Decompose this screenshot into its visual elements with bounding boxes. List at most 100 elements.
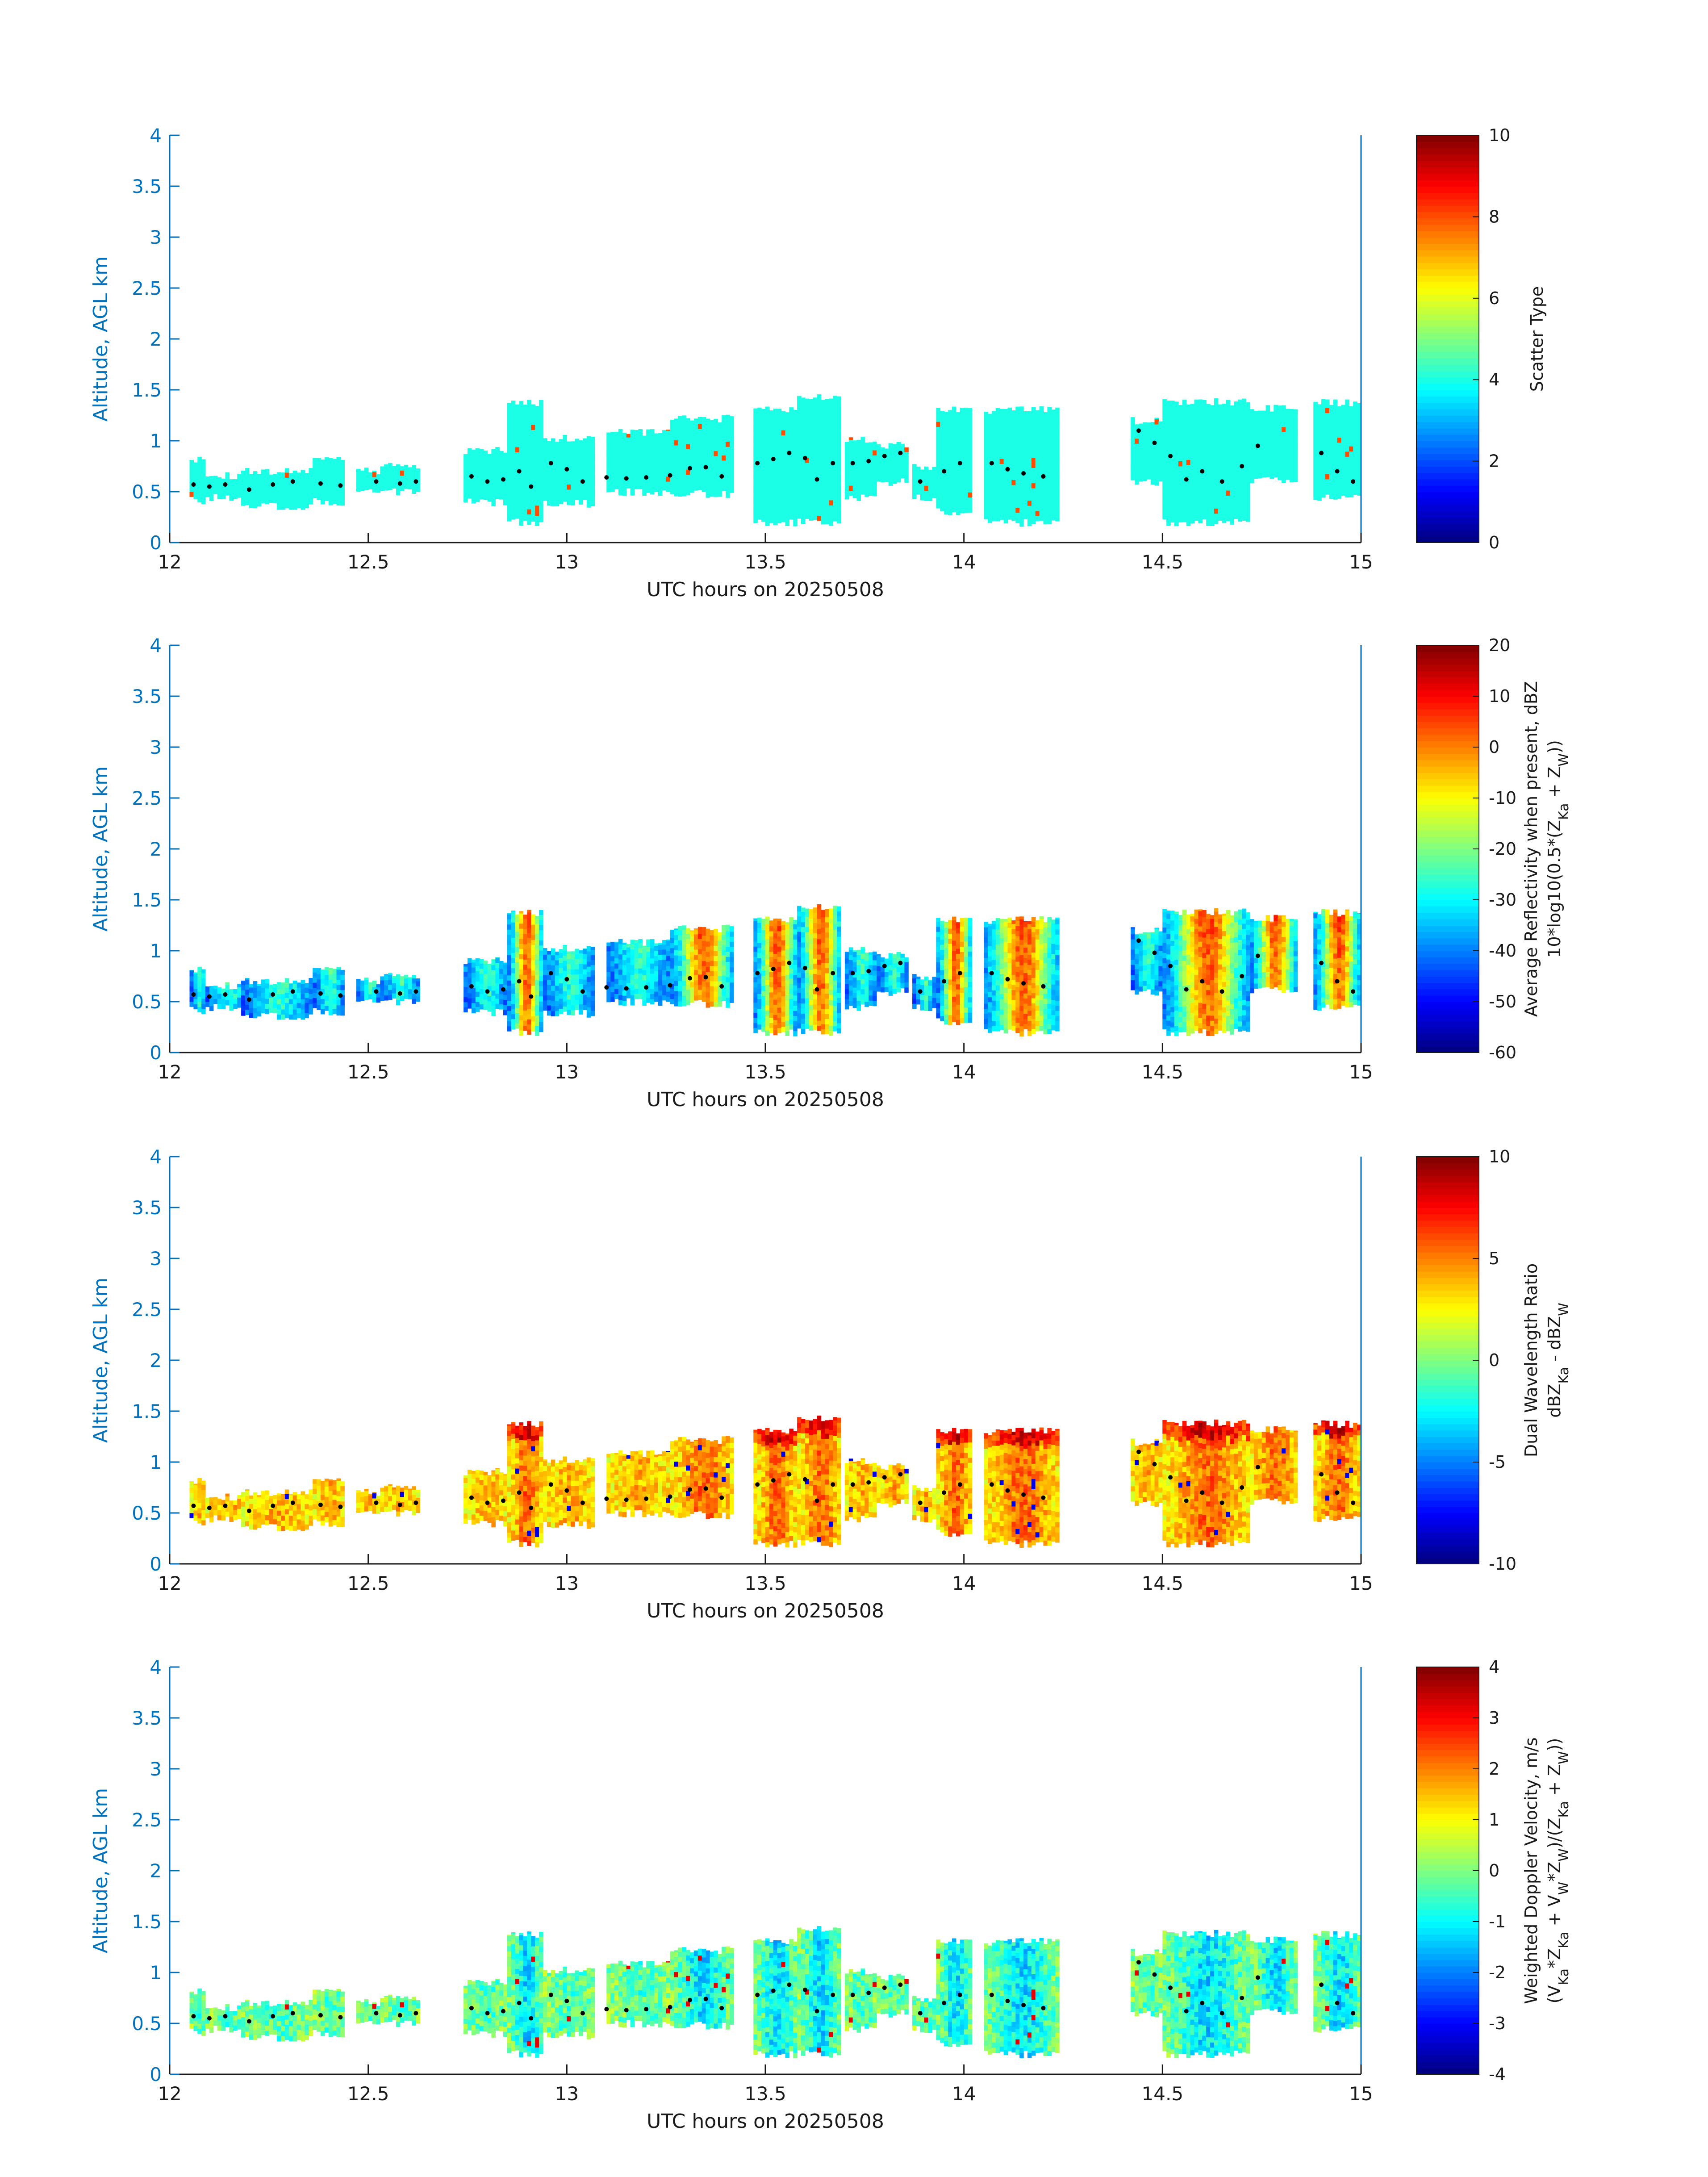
heatmap-cell (1182, 409, 1187, 415)
heatmap-cell (666, 471, 671, 477)
heatmap-cell (789, 478, 793, 484)
heatmap-cell (527, 402, 531, 408)
heatmap-cell (523, 414, 527, 419)
heatmap-cell (821, 443, 825, 448)
heatmap-cell (630, 460, 635, 465)
heatmap-cell (757, 484, 762, 489)
heatmap-cell (924, 466, 929, 471)
heatmap-cell (511, 468, 516, 474)
heatmap-cell (1182, 415, 1187, 420)
heatmap-cell (650, 438, 655, 443)
heatmap-cell (833, 414, 837, 420)
heatmap-cell (674, 986, 678, 991)
cloud-base-dot (1021, 471, 1026, 476)
heatmap-cell (539, 1006, 543, 1012)
heatmap-cell (523, 505, 527, 511)
heatmap-cell (777, 497, 782, 503)
heatmap-cell (1055, 444, 1060, 450)
heatmap-cell (1190, 518, 1195, 524)
heatmap-cell (1019, 419, 1024, 425)
heatmap-cell (1329, 407, 1334, 413)
heatmap-cell (523, 409, 527, 414)
heatmap-cell (999, 499, 1004, 505)
cloud-base-dot (866, 459, 871, 464)
heatmap-cell (837, 447, 841, 452)
heatmap-cell (1222, 405, 1227, 411)
heatmap-cell (1357, 449, 1361, 455)
heatmap-cell (535, 928, 539, 934)
heatmap-cell (527, 448, 531, 454)
heatmap-cell (535, 500, 539, 506)
heatmap-cell (1047, 437, 1052, 443)
heatmap-cell (991, 480, 996, 486)
heatmap-cell (1353, 443, 1357, 449)
heatmap-cell (1230, 499, 1234, 505)
heatmap-cell (801, 508, 806, 514)
heatmap-cell (1047, 473, 1052, 479)
heatmap-cell (781, 516, 786, 522)
heatmap-cell (666, 440, 671, 446)
heatmap-cell (197, 966, 202, 972)
heatmap-cell (336, 994, 341, 1000)
heatmap-cell (1202, 432, 1207, 438)
colorbar-tick-label: 10 (1489, 125, 1510, 145)
heatmap-cell (301, 999, 305, 1005)
heatmap-cell (1043, 453, 1048, 459)
heatmap-cell (1250, 417, 1254, 422)
heatmap-cell (1274, 467, 1278, 472)
heatmap-cell (761, 450, 766, 456)
heatmap-cell (614, 989, 619, 994)
heatmap-cell (1333, 438, 1338, 444)
heatmap-cell (833, 409, 837, 415)
heatmap-cell (968, 446, 973, 452)
heatmap-cell (567, 448, 571, 454)
heatmap-cell (864, 451, 869, 456)
heatmap-cell (412, 998, 416, 1004)
heatmap-cell (523, 923, 527, 929)
heatmap-cell (1047, 458, 1052, 464)
heatmap-cell (1341, 405, 1345, 409)
heatmap-cell (1031, 427, 1036, 433)
heatmap-cell (662, 995, 667, 1001)
heatmap-cell (960, 442, 965, 447)
heatmap-cell (610, 446, 615, 451)
heatmap-cell (313, 987, 317, 993)
heatmap-cell (317, 479, 321, 485)
heatmap-cell (487, 965, 492, 971)
heatmap-cell (468, 993, 472, 999)
heatmap-cell (1226, 465, 1231, 470)
heatmap-cell (622, 444, 627, 450)
heatmap-cell (757, 499, 762, 505)
heatmap-cell (1190, 411, 1195, 417)
heatmap-cell (511, 473, 516, 479)
heatmap-cell (225, 985, 230, 990)
heatmap-cell (833, 404, 837, 409)
heatmap-cell (674, 418, 678, 420)
heatmap-cell (991, 424, 996, 430)
heatmap-cell (1186, 495, 1191, 501)
heatmap-cell (1051, 454, 1056, 460)
heatmap-cell (284, 992, 289, 998)
heatmap-cell (829, 505, 833, 511)
heatmap-cell (968, 507, 973, 513)
colorbar-swatch (1416, 281, 1479, 288)
heatmap-cell (666, 981, 671, 987)
heatmap-cell (471, 959, 476, 963)
heatmap-cell (1055, 460, 1060, 466)
heatmap-cell (1357, 455, 1361, 460)
heatmap-cell (189, 476, 194, 482)
heatmap-cell (519, 994, 524, 1000)
heatmap-cell (995, 485, 1000, 491)
heatmap-cell (511, 427, 516, 433)
heatmap-cell (579, 1004, 583, 1010)
heatmap-cell (368, 484, 373, 489)
heatmap-cell (1015, 497, 1020, 503)
heatmap-cell (813, 514, 818, 520)
heatmap-cell (531, 475, 535, 481)
heatmap-cell (761, 440, 766, 446)
heatmap-cell (626, 434, 631, 438)
heatmap-cell (507, 439, 512, 445)
heatmap-cell (1242, 398, 1246, 404)
heatmap-cell (614, 438, 619, 443)
heatmap-cell (662, 439, 667, 445)
